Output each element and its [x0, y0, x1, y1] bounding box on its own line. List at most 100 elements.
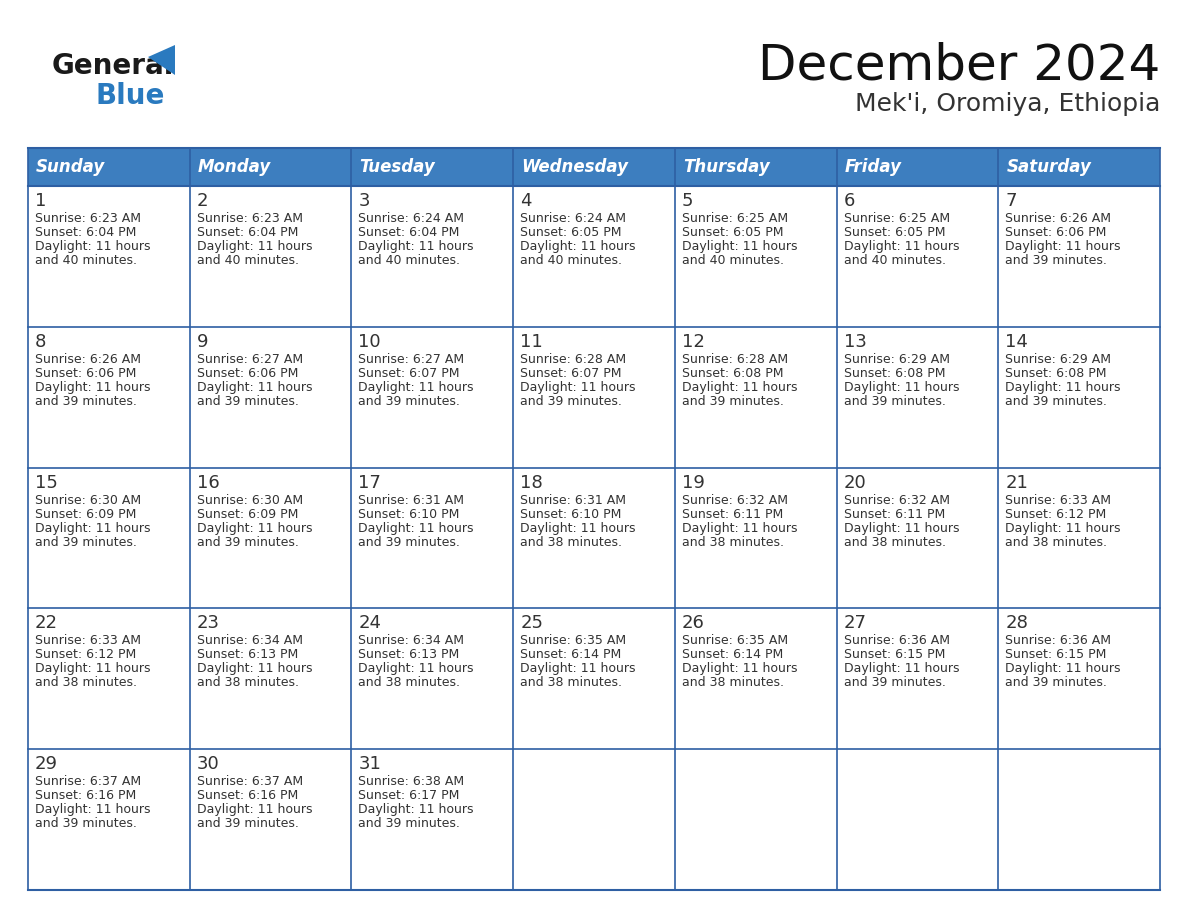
Text: Sunrise: 6:27 AM: Sunrise: 6:27 AM — [197, 353, 303, 365]
Text: General: General — [52, 52, 175, 80]
Text: 27: 27 — [843, 614, 866, 633]
FancyBboxPatch shape — [836, 749, 998, 890]
Text: Sunrise: 6:33 AM: Sunrise: 6:33 AM — [34, 634, 141, 647]
FancyBboxPatch shape — [352, 327, 513, 467]
Text: Sunrise: 6:23 AM: Sunrise: 6:23 AM — [197, 212, 303, 225]
Text: Sunset: 6:06 PM: Sunset: 6:06 PM — [1005, 226, 1107, 239]
Text: and 39 minutes.: and 39 minutes. — [197, 535, 298, 549]
Text: Sunrise: 6:31 AM: Sunrise: 6:31 AM — [520, 494, 626, 507]
Text: Sunday: Sunday — [36, 158, 106, 176]
Text: and 39 minutes.: and 39 minutes. — [1005, 254, 1107, 267]
Text: Daylight: 11 hours: Daylight: 11 hours — [1005, 381, 1120, 394]
FancyBboxPatch shape — [675, 609, 836, 749]
Text: and 38 minutes.: and 38 minutes. — [359, 677, 461, 689]
Text: Sunset: 6:14 PM: Sunset: 6:14 PM — [682, 648, 783, 661]
Text: Sunset: 6:09 PM: Sunset: 6:09 PM — [34, 508, 137, 521]
Text: and 39 minutes.: and 39 minutes. — [1005, 395, 1107, 408]
Text: Sunset: 6:07 PM: Sunset: 6:07 PM — [520, 367, 621, 380]
Text: Sunrise: 6:24 AM: Sunrise: 6:24 AM — [359, 212, 465, 225]
Text: Sunrise: 6:37 AM: Sunrise: 6:37 AM — [34, 775, 141, 789]
FancyBboxPatch shape — [836, 327, 998, 467]
FancyBboxPatch shape — [190, 186, 352, 327]
Text: 4: 4 — [520, 192, 532, 210]
Text: Sunset: 6:05 PM: Sunset: 6:05 PM — [843, 226, 946, 239]
FancyBboxPatch shape — [190, 749, 352, 890]
Text: Sunset: 6:05 PM: Sunset: 6:05 PM — [520, 226, 621, 239]
Text: 2: 2 — [197, 192, 208, 210]
Text: Wednesday: Wednesday — [522, 158, 628, 176]
Text: Sunrise: 6:28 AM: Sunrise: 6:28 AM — [682, 353, 788, 365]
Text: Daylight: 11 hours: Daylight: 11 hours — [359, 663, 474, 676]
Text: Sunrise: 6:23 AM: Sunrise: 6:23 AM — [34, 212, 141, 225]
Text: Sunset: 6:05 PM: Sunset: 6:05 PM — [682, 226, 783, 239]
Text: Sunrise: 6:32 AM: Sunrise: 6:32 AM — [682, 494, 788, 507]
FancyBboxPatch shape — [998, 609, 1159, 749]
Text: Sunrise: 6:31 AM: Sunrise: 6:31 AM — [359, 494, 465, 507]
Text: 1: 1 — [34, 192, 46, 210]
FancyBboxPatch shape — [29, 749, 190, 890]
Text: and 39 minutes.: and 39 minutes. — [34, 817, 137, 830]
Text: and 38 minutes.: and 38 minutes. — [520, 535, 623, 549]
Text: and 40 minutes.: and 40 minutes. — [520, 254, 623, 267]
Text: Daylight: 11 hours: Daylight: 11 hours — [197, 381, 312, 394]
Text: Sunrise: 6:36 AM: Sunrise: 6:36 AM — [843, 634, 949, 647]
Text: Sunrise: 6:25 AM: Sunrise: 6:25 AM — [843, 212, 949, 225]
Text: Sunset: 6:12 PM: Sunset: 6:12 PM — [34, 648, 137, 661]
Text: and 39 minutes.: and 39 minutes. — [1005, 677, 1107, 689]
Text: and 40 minutes.: and 40 minutes. — [197, 254, 298, 267]
Text: and 38 minutes.: and 38 minutes. — [682, 677, 784, 689]
Text: Daylight: 11 hours: Daylight: 11 hours — [1005, 240, 1120, 253]
Text: 11: 11 — [520, 333, 543, 351]
Text: Sunrise: 6:30 AM: Sunrise: 6:30 AM — [197, 494, 303, 507]
Text: Thursday: Thursday — [683, 158, 770, 176]
Text: and 39 minutes.: and 39 minutes. — [359, 395, 460, 408]
FancyBboxPatch shape — [675, 186, 836, 327]
Text: Daylight: 11 hours: Daylight: 11 hours — [520, 521, 636, 534]
Text: and 38 minutes.: and 38 minutes. — [520, 677, 623, 689]
Text: December 2024: December 2024 — [758, 42, 1159, 90]
Text: 23: 23 — [197, 614, 220, 633]
Text: Sunrise: 6:26 AM: Sunrise: 6:26 AM — [1005, 212, 1111, 225]
Text: Sunset: 6:10 PM: Sunset: 6:10 PM — [520, 508, 621, 521]
Text: Daylight: 11 hours: Daylight: 11 hours — [34, 803, 151, 816]
Text: Sunrise: 6:27 AM: Sunrise: 6:27 AM — [359, 353, 465, 365]
Text: and 39 minutes.: and 39 minutes. — [520, 395, 623, 408]
Text: Daylight: 11 hours: Daylight: 11 hours — [1005, 663, 1120, 676]
Text: and 39 minutes.: and 39 minutes. — [359, 535, 460, 549]
FancyBboxPatch shape — [513, 327, 675, 467]
Text: Daylight: 11 hours: Daylight: 11 hours — [197, 663, 312, 676]
Text: Sunset: 6:10 PM: Sunset: 6:10 PM — [359, 508, 460, 521]
Text: and 38 minutes.: and 38 minutes. — [1005, 535, 1107, 549]
Text: and 38 minutes.: and 38 minutes. — [682, 535, 784, 549]
Text: Sunrise: 6:26 AM: Sunrise: 6:26 AM — [34, 353, 141, 365]
Text: Daylight: 11 hours: Daylight: 11 hours — [34, 381, 151, 394]
Text: Sunset: 6:07 PM: Sunset: 6:07 PM — [359, 367, 460, 380]
FancyBboxPatch shape — [836, 609, 998, 749]
Text: Daylight: 11 hours: Daylight: 11 hours — [34, 663, 151, 676]
FancyBboxPatch shape — [29, 327, 190, 467]
Text: Monday: Monday — [197, 158, 271, 176]
FancyBboxPatch shape — [675, 749, 836, 890]
Text: Daylight: 11 hours: Daylight: 11 hours — [520, 663, 636, 676]
Text: Saturday: Saturday — [1006, 158, 1091, 176]
FancyBboxPatch shape — [29, 148, 1159, 186]
Text: 25: 25 — [520, 614, 543, 633]
Text: Sunset: 6:13 PM: Sunset: 6:13 PM — [197, 648, 298, 661]
FancyBboxPatch shape — [675, 467, 836, 609]
Text: 16: 16 — [197, 474, 220, 492]
Text: 6: 6 — [843, 192, 855, 210]
Text: Daylight: 11 hours: Daylight: 11 hours — [843, 663, 959, 676]
Text: 18: 18 — [520, 474, 543, 492]
FancyBboxPatch shape — [29, 467, 190, 609]
Text: 13: 13 — [843, 333, 866, 351]
Text: Blue: Blue — [95, 82, 164, 110]
Text: Daylight: 11 hours: Daylight: 11 hours — [1005, 521, 1120, 534]
Text: Daylight: 11 hours: Daylight: 11 hours — [359, 521, 474, 534]
Text: Sunset: 6:04 PM: Sunset: 6:04 PM — [197, 226, 298, 239]
Text: Daylight: 11 hours: Daylight: 11 hours — [682, 521, 797, 534]
Text: Sunset: 6:08 PM: Sunset: 6:08 PM — [1005, 367, 1107, 380]
Text: and 38 minutes.: and 38 minutes. — [34, 677, 137, 689]
Text: 19: 19 — [682, 474, 704, 492]
Text: Daylight: 11 hours: Daylight: 11 hours — [197, 521, 312, 534]
Text: Sunset: 6:17 PM: Sunset: 6:17 PM — [359, 789, 460, 802]
